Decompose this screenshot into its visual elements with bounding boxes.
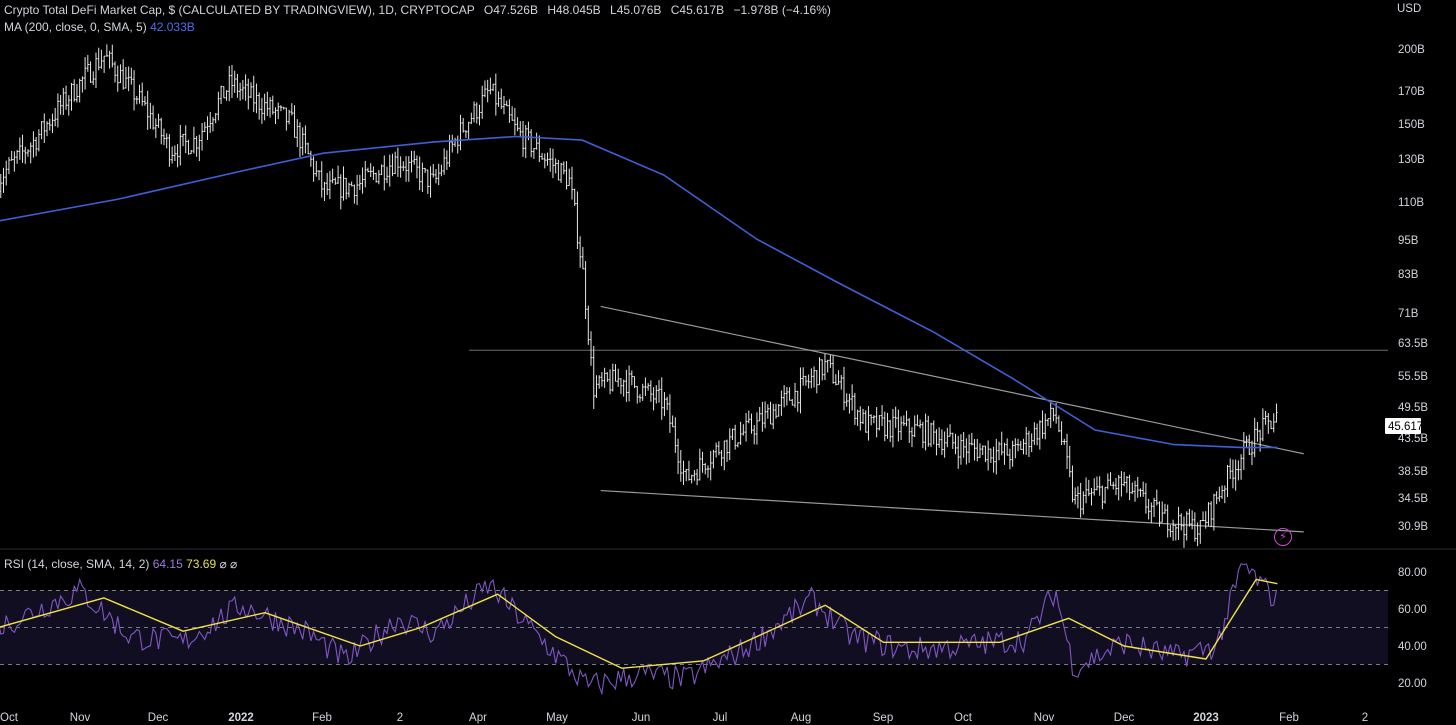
price-axis-tick: 110B: [1398, 197, 1424, 209]
price-axis-tick: 95B: [1398, 235, 1419, 247]
ma-value: 42.033B: [150, 20, 195, 34]
time-axis-tick: Apr: [469, 712, 487, 724]
price-legend: Crypto Total DeFi Market Cap, $ (CALCULA…: [4, 3, 831, 17]
time-axis-tick: Aug: [791, 712, 811, 724]
time-axis-tick: Oct: [954, 712, 973, 724]
rsi-ma-line: [0, 578, 1278, 669]
last-price-label: 45.617B: [1388, 421, 1431, 433]
time-axis-tick: Feb: [1279, 712, 1299, 724]
time-axis-tick: Oct: [0, 712, 19, 724]
axes: USD 200B 170B 150B 130B 110B 95B 83B 71B 63.5B 55.…: [0, 3, 1431, 724]
rsi-value: 64.15: [152, 557, 183, 571]
lower-trendline: [600, 489, 1304, 533]
legend-high: H48.045B: [547, 3, 601, 17]
price-pane[interactable]: [0, 44, 1388, 548]
rsi-ma-value: 73.69: [186, 557, 217, 571]
currency-label: USD: [1397, 3, 1421, 15]
price-axis-tick: 200B: [1398, 44, 1425, 56]
time-axis-tick: 2: [397, 712, 403, 724]
price-axis-tick: 71B: [1398, 308, 1419, 320]
time-axis-tick: Feb: [312, 712, 332, 724]
upper-trendline: [600, 305, 1304, 455]
time-axis-tick: Jun: [632, 712, 651, 724]
price-axis-tick: 49.5B: [1398, 402, 1428, 414]
ma-legend[interactable]: MA (200, close, 0, SMA, 5) 42.033B: [4, 20, 195, 34]
rsi-axis-tick: 20.00: [1398, 678, 1427, 690]
time-axis-tick: May: [546, 712, 568, 724]
rsi-hidden-icons[interactable]: ⌀ ⌀: [219, 557, 238, 571]
rsi-legend[interactable]: RSI (14, close, SMA, 14, 2) 64.15 73.69 …: [4, 557, 237, 571]
price-axis-tick: 34.5B: [1398, 493, 1428, 505]
ma-label: MA (200, close, 0, SMA, 5): [4, 20, 147, 34]
price-axis-tick: 38.5B: [1398, 466, 1428, 478]
price-axis-tick: 83B: [1398, 269, 1419, 281]
rsi-axis-tick: 40.00: [1398, 641, 1427, 653]
time-axis-tick: Dec: [148, 712, 169, 724]
ma-200-line: [0, 135, 1278, 449]
rsi-band-background: [0, 590, 1388, 665]
legend-close: C45.617B: [670, 3, 725, 17]
ohlc-bars: [0, 44, 1278, 548]
rsi-axis-tick: 80.00: [1398, 567, 1427, 579]
price-axis-tick: 63.5B: [1398, 338, 1428, 350]
time-axis-tick: Nov: [1034, 712, 1055, 724]
price-axis-tick: 55.5B: [1398, 371, 1428, 383]
time-axis-tick: 2023: [1193, 712, 1219, 724]
time-axis-tick: Nov: [70, 712, 91, 724]
time-axis-tick: Dec: [1114, 712, 1135, 724]
time-axis-tick: Sep: [873, 712, 893, 724]
rsi-label: RSI (14, close, SMA, 14, 2): [4, 557, 150, 571]
last-price-tag: [1385, 418, 1421, 434]
price-axis-tick: 43.5B: [1398, 433, 1428, 445]
rsi-axis-tick: 60.00: [1398, 604, 1427, 616]
rsi-pane[interactable]: [0, 563, 1388, 696]
legend-title: Crypto Total DeFi Market Cap, $ (CALCULA…: [4, 3, 475, 17]
legend-open: O47.526B: [483, 3, 538, 17]
time-axis-tick: Jul: [713, 712, 728, 724]
legend-change: −1.978B (−4.16%): [733, 3, 831, 17]
time-axis-tick: 2: [1362, 712, 1368, 724]
price-axis-tick: 170B: [1398, 86, 1425, 98]
price-axis-tick: 130B: [1398, 154, 1425, 166]
time-axis-tick: 2022: [228, 712, 254, 724]
legend-low: L45.076B: [610, 3, 662, 17]
rsi-line: [0, 563, 1278, 696]
price-axis-tick: 150B: [1398, 119, 1425, 131]
price-axis-tick: 30.9B: [1398, 521, 1428, 533]
lightning-alert-icon[interactable]: ⚡: [1274, 528, 1292, 546]
